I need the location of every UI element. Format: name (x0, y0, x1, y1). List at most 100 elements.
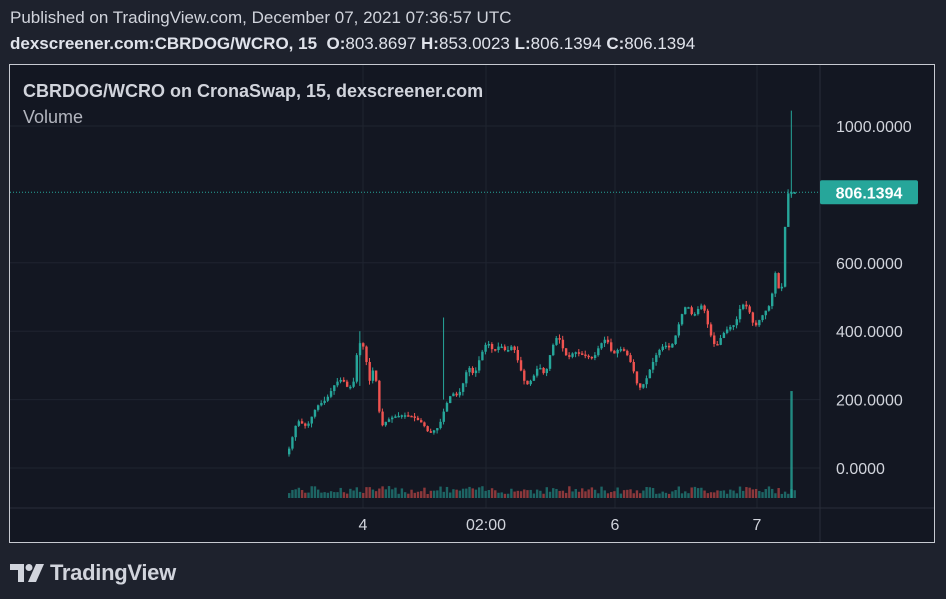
volume-bar (413, 492, 416, 498)
volume-bar (397, 493, 400, 498)
volume-bar (552, 488, 555, 498)
volume-bar (500, 492, 503, 498)
candle-body (593, 355, 597, 358)
candle-body (771, 293, 774, 307)
volume-bar (645, 487, 648, 498)
volume-bar (709, 492, 713, 498)
volume-bar (690, 487, 693, 498)
candle-body (655, 355, 658, 362)
volume-bar (732, 490, 735, 498)
candle-body (362, 343, 365, 347)
volume-bar (542, 493, 545, 498)
volume-bar (667, 493, 671, 498)
candle-body (329, 391, 333, 397)
y-tick-label: 1000.0000 (836, 119, 912, 136)
volume-bar (719, 490, 722, 498)
candle-body (748, 306, 751, 313)
volume-bar (468, 486, 471, 498)
candle-body (326, 396, 330, 401)
candle-body (378, 380, 381, 412)
close-label: C: (606, 34, 625, 53)
candle-body (725, 329, 729, 333)
volume-bar (581, 488, 584, 498)
volume-bar (703, 490, 706, 498)
x-tick-label: 7 (753, 517, 762, 534)
candle-body (494, 349, 497, 351)
candle-body (465, 372, 468, 384)
candle-body (729, 326, 732, 330)
volume-bar (597, 493, 600, 498)
candle-body (300, 421, 304, 424)
volume-bar (394, 487, 397, 498)
volume-bar (677, 486, 681, 498)
candle-body (709, 324, 713, 336)
volume-bar (561, 490, 565, 498)
candle-body (606, 339, 610, 343)
candle-body (468, 367, 471, 373)
volume-bar (510, 488, 513, 498)
symbol-label: dexscreener.com:CBRDOG/WCRO, 15 (10, 34, 318, 53)
price-axis: 1000.0000 600.0000 400.0000 200.0000 0.0000 (836, 119, 912, 478)
volume-bar (713, 492, 716, 498)
candle-body (407, 415, 410, 417)
volume-bar (700, 487, 703, 498)
candle-body (603, 339, 606, 344)
candle-body (719, 338, 722, 345)
volume-bar (410, 489, 413, 498)
chart-legend-volume: Volume (23, 107, 83, 127)
candle-body (420, 420, 423, 423)
tradingview-logo-icon (10, 564, 44, 582)
volume-bar (684, 491, 687, 498)
volume-bar (471, 488, 474, 498)
volume-bar (336, 492, 339, 498)
volume-bar (384, 489, 387, 498)
volume-bar (577, 491, 581, 498)
volume-bar (494, 490, 497, 498)
candle-body (458, 391, 462, 396)
volume-bar (345, 493, 349, 498)
volume-bar-spike (790, 391, 793, 498)
x-tick-label: 4 (359, 517, 368, 534)
candle-body (345, 381, 349, 387)
candle-body (455, 393, 458, 396)
volume-bar (748, 487, 751, 498)
volume-bar (304, 492, 307, 498)
candle-body (439, 421, 442, 429)
candle-body (651, 361, 655, 370)
candle-body (291, 437, 294, 449)
volume-bar (423, 487, 426, 498)
volume-bar (339, 487, 342, 498)
footer-branding: TradingView (10, 560, 176, 586)
volume-bar (497, 492, 500, 498)
low-value: 806.1394 (530, 34, 602, 53)
last-price-tag: 806.1394 (820, 180, 918, 205)
price-chart[interactable]: 1000.0000600.0000400.0000200.00000.0000 … (10, 65, 934, 542)
candle-body (487, 344, 491, 346)
volume-bar (532, 493, 536, 498)
volume-bar (706, 493, 709, 498)
candle-body (658, 350, 661, 356)
candle-body (307, 423, 310, 426)
candle-body (706, 310, 709, 325)
candle-body (635, 371, 639, 384)
candle-body (703, 305, 706, 311)
volume-bar (716, 490, 719, 498)
open-label: O: (326, 34, 346, 53)
candle-body (780, 286, 784, 289)
volume-bar (320, 492, 323, 498)
candle-body (481, 351, 484, 361)
candle-body (568, 355, 571, 357)
candle-body (452, 393, 455, 397)
candle-body (667, 345, 671, 348)
candle-body (294, 425, 297, 438)
y-tick-label: 200.0000 (836, 393, 903, 410)
candle-body (616, 350, 619, 354)
volume-bar (461, 488, 465, 498)
volume-bar (439, 486, 442, 498)
candle-body (613, 350, 616, 354)
volume-bar (535, 489, 539, 498)
volume-bar (642, 490, 645, 498)
candle-body (484, 344, 487, 352)
volume-bar (300, 490, 304, 498)
volume-bar (545, 487, 548, 498)
